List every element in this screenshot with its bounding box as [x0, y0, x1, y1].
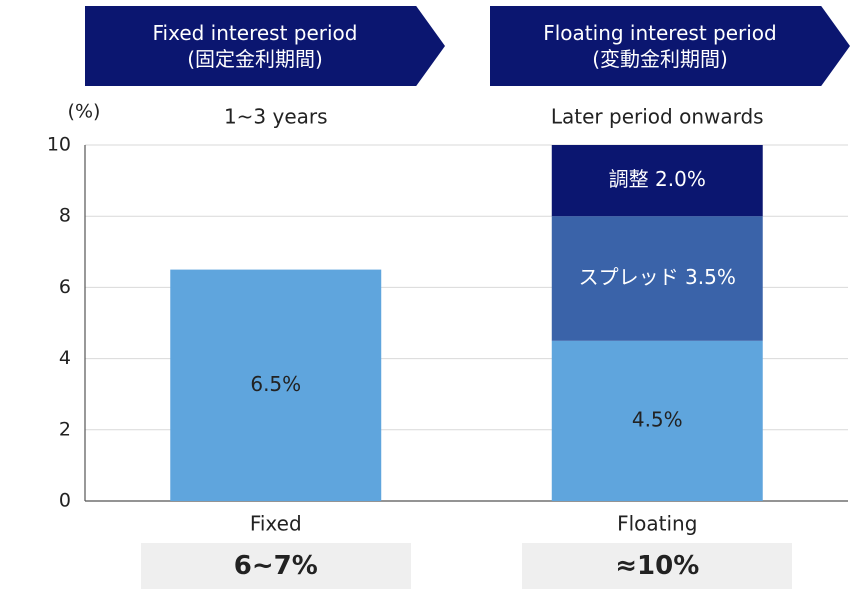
header-title: Floating interest period — [543, 21, 777, 45]
bar-segment — [551, 216, 763, 341]
summary-box: 6~7% — [140, 543, 411, 589]
value-label: 6.5% — [250, 372, 301, 396]
bar-segment — [170, 269, 382, 501]
summary-value: 6~7% — [233, 551, 318, 581]
x-tick-label: Fixed — [250, 512, 302, 536]
y-tick-label: 0 — [59, 490, 71, 512]
y-tick-label: 10 — [47, 134, 71, 156]
header-subtitle: (固定金利期間) — [187, 47, 323, 71]
y-tick-label: 6 — [59, 276, 71, 298]
header-arrow: Floating interest period (変動金利期間) — [490, 6, 850, 86]
y-tick-label: 8 — [59, 205, 71, 227]
value-label: 4.5% — [632, 407, 683, 431]
y-tick-label: 2 — [59, 418, 71, 440]
bar-segment — [551, 340, 763, 501]
y-tick-label: 4 — [59, 347, 71, 369]
bar-segment — [551, 145, 763, 217]
value-label: 調整 2.0% — [609, 167, 706, 191]
header-arrow: Fixed interest period (固定金利期間) — [85, 6, 445, 86]
period-label: 1~3 years — [224, 105, 328, 129]
summary-box: ≈10% — [522, 543, 793, 589]
y-axis-label: (%) — [68, 101, 101, 123]
header-title: Fixed interest period — [152, 21, 358, 45]
period-label: Later period onwards — [551, 105, 764, 129]
value-label: スプレッド 3.5% — [579, 265, 736, 289]
x-tick-label: Floating — [617, 512, 697, 536]
header-subtitle: (変動金利期間) — [592, 47, 728, 71]
summary-value: ≈10% — [615, 551, 700, 581]
